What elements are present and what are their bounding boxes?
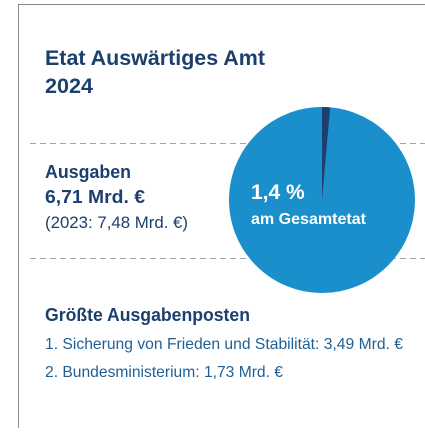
- annotation: am Gesamtetat: [251, 211, 367, 228]
- spending-previous: (2023: 7,48 Mrd. €): [45, 213, 188, 232]
- pie-chart: 1,4 % am Gesamtetat: [229, 107, 415, 293]
- pie-slice: [322, 107, 331, 200]
- year: 2024: [45, 75, 93, 98]
- list-item: 1. Sicherung von Frieden und Stabilität:…: [45, 336, 403, 353]
- list-item: 2. Bundesministerium: 1,73 Mrd. €: [45, 364, 283, 381]
- title: Etat Auswärtiges Amt: [45, 47, 265, 70]
- value-label: 1,4 %: [251, 181, 305, 204]
- spending-label: Ausgaben: [45, 162, 131, 182]
- list-title: Größte Ausgabenposten: [45, 305, 250, 325]
- spending-amount: 6,71 Mrd. €: [45, 187, 145, 207]
